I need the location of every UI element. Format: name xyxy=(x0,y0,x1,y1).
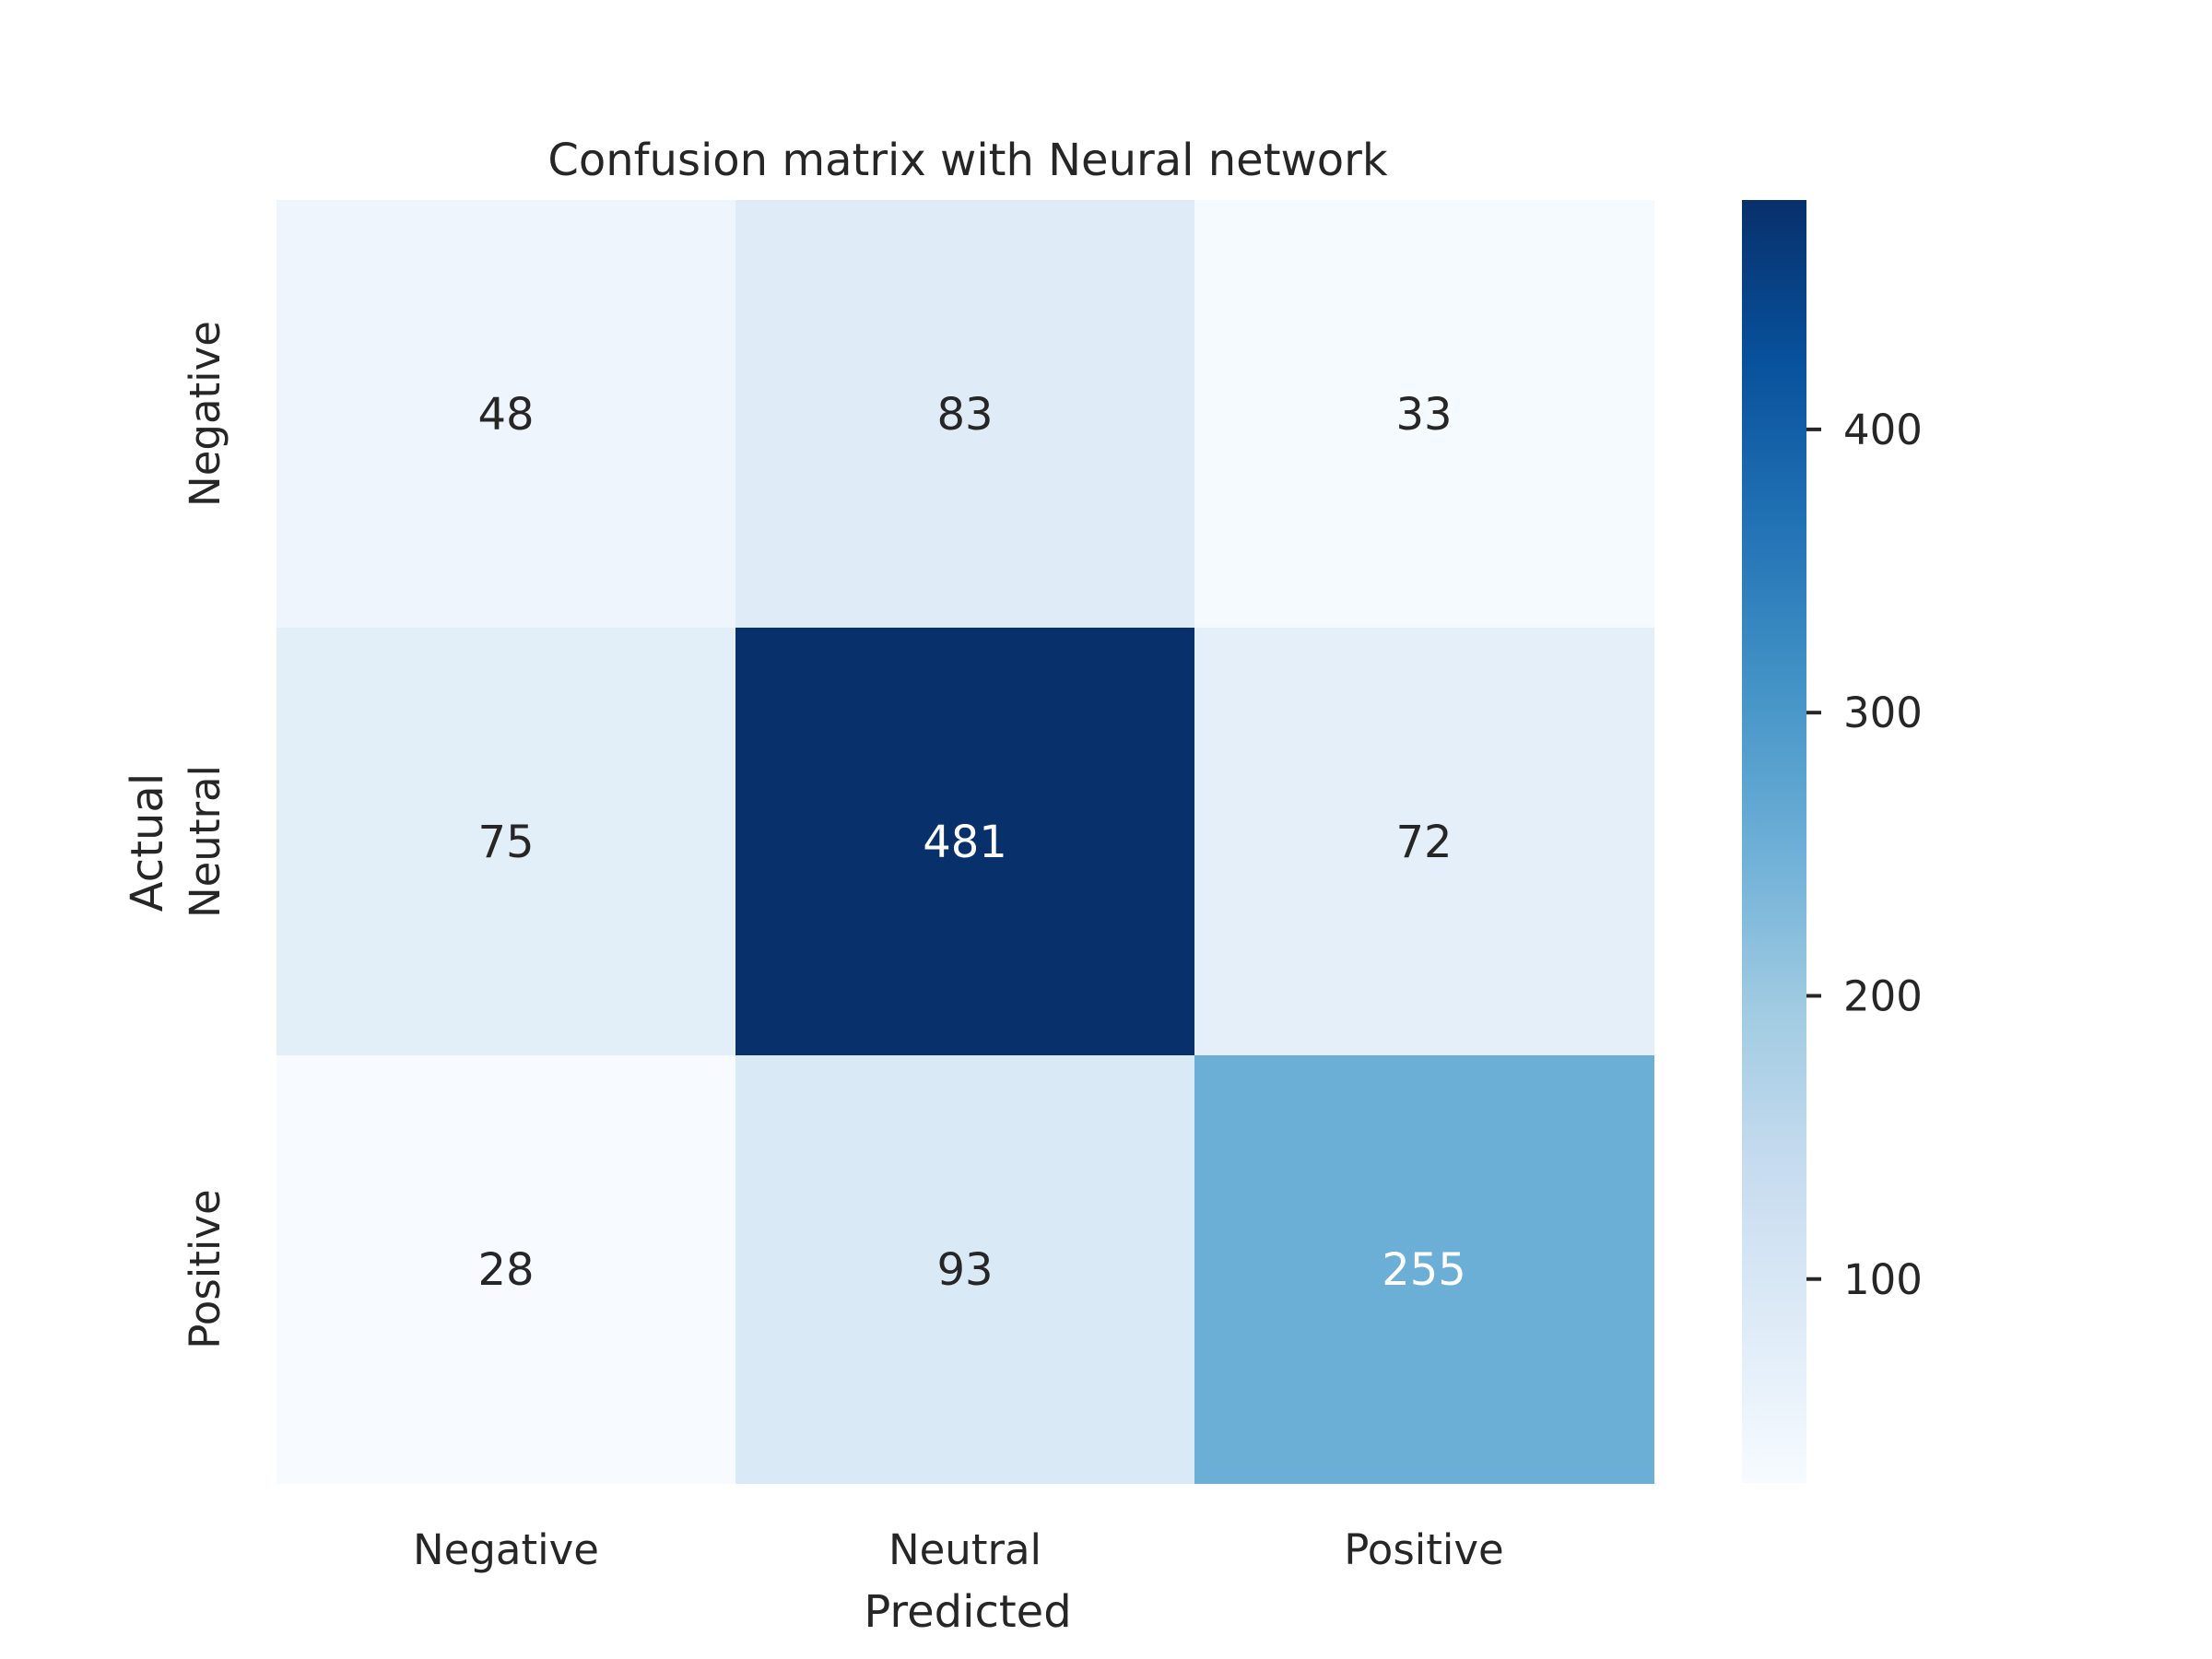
x-tick-label: Positive xyxy=(1344,1525,1503,1574)
cell-value-label: 33 xyxy=(1395,389,1452,441)
chart-title: Confusion matrix with Neural network xyxy=(547,135,1388,186)
heatmap-cell xyxy=(1194,1055,1654,1484)
x-tick-labels: Negative Neutral Positive xyxy=(413,1525,1504,1574)
y-tick-labels: Negative Neutral Positive xyxy=(181,321,229,1349)
y-tick-label: Positive xyxy=(181,1189,229,1348)
x-tick-label: Neutral xyxy=(888,1525,1041,1574)
heatmap-cell xyxy=(735,628,1195,1056)
cell-value-label: 72 xyxy=(1395,817,1452,868)
cell-value-label: 28 xyxy=(477,1244,534,1296)
cell-value-label: 481 xyxy=(923,817,1007,868)
cell-value-label: 83 xyxy=(936,389,993,441)
colorbar xyxy=(1742,200,1806,1483)
cell-value-label: 75 xyxy=(477,817,534,868)
colorbar-tick-label: 300 xyxy=(1843,688,1923,737)
heatmap-cell xyxy=(1194,628,1654,1056)
heatmap-cell xyxy=(276,1055,736,1484)
heatmap-cell xyxy=(276,200,736,629)
heatmap-cell xyxy=(276,628,736,1056)
heatmap-cell xyxy=(735,1055,1195,1484)
colorbar-tick-label: 400 xyxy=(1843,406,1923,454)
y-tick-label: Negative xyxy=(181,321,229,507)
colorbar-ticks: 100 200 300 400 xyxy=(1806,406,1923,1304)
x-axis-label: Predicted xyxy=(864,1586,1071,1638)
y-axis-label: Actual xyxy=(122,773,173,912)
colorbar-tick-label: 100 xyxy=(1843,1255,1923,1304)
y-tick-label: Neutral xyxy=(181,765,229,918)
cell-value-label: 255 xyxy=(1382,1244,1466,1296)
heatmap-cell xyxy=(735,200,1195,629)
cell-value-label: 48 xyxy=(477,389,534,441)
heatmap-cells xyxy=(276,200,1654,1484)
heatmap-cell-labels: 48 83 33 75 481 72 28 93 255 xyxy=(477,389,1465,1296)
x-tick-label: Negative xyxy=(413,1525,599,1574)
heatmap-cell xyxy=(1194,200,1654,629)
colorbar-tick-label: 200 xyxy=(1843,971,1923,1020)
cell-value-label: 93 xyxy=(936,1244,993,1296)
